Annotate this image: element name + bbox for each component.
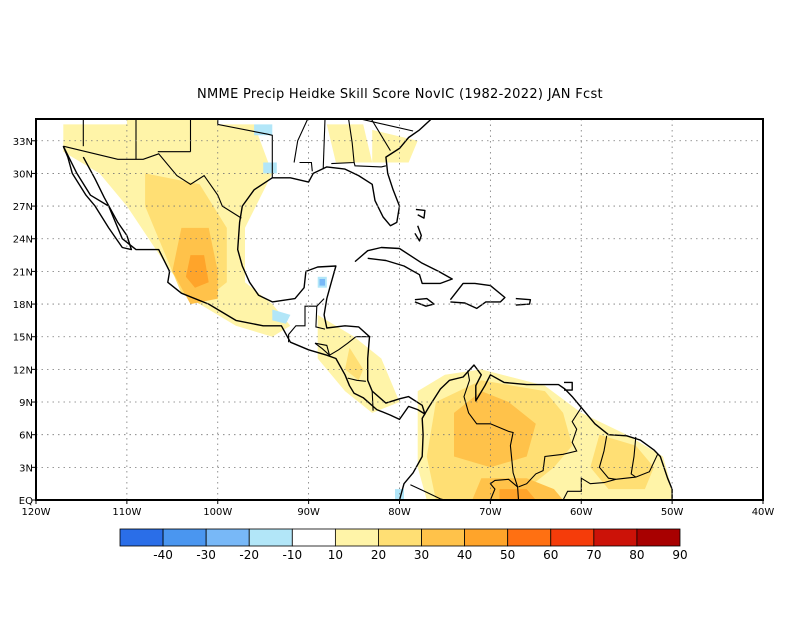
border-suriname-fg xyxy=(630,436,637,478)
colorbar-label: -30 xyxy=(196,548,216,562)
south-america-coast xyxy=(398,364,673,500)
border-us-states-6 xyxy=(299,161,313,172)
y-tick-label: 30N xyxy=(13,169,33,180)
colorbar-swatch xyxy=(593,528,638,547)
coastlines xyxy=(62,119,673,500)
colorbar-swatch xyxy=(507,528,552,547)
x-tick-label: 100W xyxy=(203,507,232,518)
colorbar-label: -20 xyxy=(239,548,259,562)
skill-patch-11 xyxy=(454,391,536,468)
colorbar-swatch xyxy=(421,528,466,547)
grid-lines xyxy=(36,119,763,500)
colorbar-label: 60 xyxy=(543,548,558,562)
skill-patch-6 xyxy=(372,129,418,163)
x-axis-ticks: 120W 110W 100W 90W 80W 70W 60W 50W 40W xyxy=(22,500,775,518)
bahamas-b xyxy=(414,225,422,242)
colorbar-label: 10 xyxy=(328,548,343,562)
border-costa-rica xyxy=(347,377,366,382)
colorbar: -40 -30 -20 -10 10 20 30 40 50 60 70 80 90 xyxy=(119,528,688,562)
x-tick-label: 70W xyxy=(479,507,502,518)
bahamas-a xyxy=(415,208,426,219)
hispaniola xyxy=(449,282,506,310)
border-venezuela-guyana xyxy=(518,407,582,488)
colorbar-label: -10 xyxy=(283,548,303,562)
north-america-coast xyxy=(62,119,432,421)
y-tick-label: EQ xyxy=(19,496,33,507)
colorbar-label: 90 xyxy=(672,548,687,562)
y-tick-label: 12N xyxy=(13,365,33,376)
x-tick-label: 50W xyxy=(661,507,684,518)
colorbar-label: 70 xyxy=(586,548,601,562)
borders xyxy=(63,119,659,500)
skill-patch-3 xyxy=(185,255,209,288)
colorbar-swatch xyxy=(378,528,422,547)
y-tick-label: 33N xyxy=(13,137,33,148)
border-belize xyxy=(316,298,325,307)
jamaica xyxy=(414,297,435,307)
border-us-states-9 xyxy=(331,119,355,165)
border-el-salvador xyxy=(314,342,331,356)
skill-patch-16 xyxy=(319,279,325,286)
y-tick-label: 6N xyxy=(19,431,33,442)
puerto-rico xyxy=(515,297,532,306)
y-axis-ticks: EQ 3N 6N 9N 12N 15N 18N 21N 24N 27N 30N 33N xyxy=(13,137,36,507)
skill-patch-4 xyxy=(126,119,218,152)
x-tick-label: 120W xyxy=(22,507,51,518)
x-tick-label: 40W xyxy=(752,507,775,518)
colorbar-swatch xyxy=(205,528,250,547)
y-tick-label: 3N xyxy=(19,463,33,474)
colorbar-label: 40 xyxy=(457,548,472,562)
colorbar-swatch xyxy=(550,528,595,547)
x-tick-label: 90W xyxy=(297,507,320,518)
x-tick-label: 110W xyxy=(112,507,141,518)
y-tick-label: 18N xyxy=(13,300,33,311)
border-panama xyxy=(371,391,374,411)
y-tick-label: 21N xyxy=(13,267,33,278)
colorbar-label: 30 xyxy=(414,548,429,562)
border-brazil-colombia xyxy=(489,478,518,500)
colorbar-label: 80 xyxy=(629,548,644,562)
border-us-states-10 xyxy=(353,162,387,168)
x-tick-label: 80W xyxy=(388,507,411,518)
y-tick-label: 15N xyxy=(13,333,33,344)
colorbar-swatch xyxy=(162,528,207,547)
y-tick-label: 24N xyxy=(13,235,33,246)
y-tick-label: 27N xyxy=(13,202,33,213)
colorbar-swatch xyxy=(291,528,336,547)
colorbar-label: 20 xyxy=(371,548,386,562)
skill-patch-19 xyxy=(272,309,291,324)
skill-patches xyxy=(63,119,673,500)
border-guyana-suriname xyxy=(598,435,616,480)
colorbar-swatch xyxy=(119,528,164,547)
colorbar-swatch xyxy=(248,528,293,547)
cuba xyxy=(354,246,453,285)
border-us-states-12 xyxy=(360,119,414,132)
colorbar-label: -40 xyxy=(153,548,173,562)
x-tick-label: 60W xyxy=(570,507,593,518)
colorbar-label: 50 xyxy=(500,548,515,562)
skill-patch-17 xyxy=(263,162,277,174)
border-us-mexico xyxy=(63,145,242,219)
colorbar-swatch xyxy=(334,528,379,547)
map-title: NMME Precip Heidke Skill Score NovIC (19… xyxy=(197,87,603,102)
colorbar-swatch xyxy=(464,528,509,547)
trinidad xyxy=(564,381,573,391)
border-us-states-11 xyxy=(370,119,391,151)
skill-patch-8 xyxy=(345,347,364,381)
border-fg-brazil xyxy=(562,454,659,500)
y-tick-label: 9N xyxy=(19,398,33,409)
border-us-states-5 xyxy=(217,119,273,178)
border-us-states-7 xyxy=(293,119,309,163)
border-guatemala xyxy=(288,305,326,343)
border-us-states-8 xyxy=(322,119,326,170)
border-colombia-venezuela xyxy=(463,370,520,500)
skill-patch-5 xyxy=(326,124,373,163)
colorbar-swatch xyxy=(636,528,681,547)
baja-california xyxy=(62,145,133,251)
